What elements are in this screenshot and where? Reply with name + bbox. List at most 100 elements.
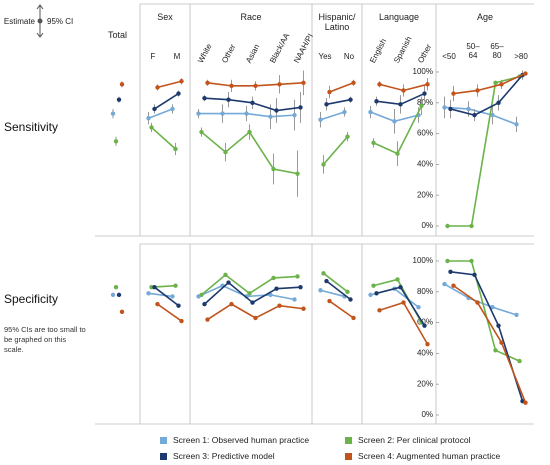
point	[351, 315, 356, 321]
y-tick-label: 60%	[417, 129, 433, 138]
point	[113, 139, 119, 144]
point	[451, 283, 456, 288]
point	[324, 278, 329, 284]
point	[451, 91, 456, 96]
point	[301, 80, 306, 85]
point	[395, 151, 400, 156]
key-dot	[37, 18, 43, 24]
point	[196, 111, 201, 116]
legend-swatch	[160, 437, 167, 444]
y-tick-label: 20%	[417, 190, 433, 199]
series-line	[154, 92, 179, 110]
point	[490, 112, 495, 118]
category-label: Yes	[318, 52, 332, 61]
series-line	[453, 72, 526, 95]
point	[247, 129, 252, 135]
category-label: <50	[442, 52, 456, 61]
point	[146, 116, 151, 121]
point	[327, 298, 332, 304]
point	[179, 79, 184, 84]
point	[149, 125, 154, 130]
group-label: Race	[240, 12, 262, 22]
point	[155, 301, 160, 307]
point	[277, 82, 282, 87]
point	[401, 300, 406, 305]
category-label: M	[173, 52, 181, 61]
point	[152, 106, 157, 112]
point	[271, 166, 276, 172]
series-line	[154, 286, 179, 307]
point	[374, 291, 379, 296]
legend-swatch	[345, 437, 352, 444]
point	[318, 288, 323, 293]
series-line	[326, 280, 351, 301]
point	[345, 134, 350, 139]
y-tick-label: 40%	[417, 349, 433, 358]
point	[472, 272, 477, 278]
point	[448, 269, 453, 274]
point	[170, 106, 175, 112]
point	[401, 88, 406, 93]
point	[324, 102, 329, 107]
ci-key: Estimate 95% CI	[4, 4, 73, 38]
point	[116, 292, 122, 298]
legend-label: Screen 1: Observed human practice	[173, 435, 310, 445]
y-tick-label: 100%	[413, 67, 433, 76]
point	[146, 291, 151, 296]
point	[398, 284, 403, 290]
point	[351, 80, 356, 85]
point	[292, 112, 297, 118]
legend-item: Screen 4: Augmented human practice	[345, 451, 500, 461]
series-line	[157, 303, 182, 322]
point	[342, 109, 347, 115]
group-label: Hispanic/ Latino	[318, 12, 356, 32]
point	[179, 318, 184, 324]
point	[223, 272, 228, 278]
point	[493, 80, 498, 85]
point	[466, 106, 471, 112]
point	[368, 292, 373, 298]
point	[448, 106, 453, 112]
point	[274, 108, 279, 113]
point	[398, 102, 403, 107]
key-estimate: Estimate	[4, 17, 36, 26]
point	[321, 162, 326, 167]
series-line	[148, 108, 173, 119]
point	[152, 284, 157, 290]
point	[110, 292, 116, 298]
point	[274, 286, 279, 291]
y-tick-label: 100%	[413, 256, 433, 265]
series-line	[320, 111, 345, 121]
legend-item: Screen 1: Observed human practice	[160, 435, 309, 445]
point	[496, 323, 501, 328]
point	[202, 301, 207, 307]
point	[523, 71, 528, 76]
point	[345, 289, 350, 294]
point	[321, 271, 326, 276]
point	[475, 300, 480, 305]
group-label: Age	[476, 12, 493, 22]
point	[116, 97, 122, 102]
point	[247, 291, 252, 296]
point	[295, 171, 300, 176]
point	[392, 119, 397, 124]
point	[422, 323, 427, 328]
point	[292, 297, 297, 302]
point	[499, 82, 504, 87]
point	[205, 317, 210, 322]
point	[517, 358, 522, 364]
series-line	[326, 98, 351, 106]
point	[176, 303, 181, 308]
group-label: Language	[378, 12, 420, 22]
y-tick-label: 0%	[421, 410, 433, 419]
point	[202, 95, 207, 101]
group-label: Sex	[157, 12, 173, 22]
point	[298, 284, 303, 290]
point	[268, 292, 273, 298]
point	[442, 281, 447, 287]
point	[205, 80, 210, 85]
point	[253, 315, 258, 321]
point	[445, 223, 450, 229]
point	[374, 99, 379, 104]
